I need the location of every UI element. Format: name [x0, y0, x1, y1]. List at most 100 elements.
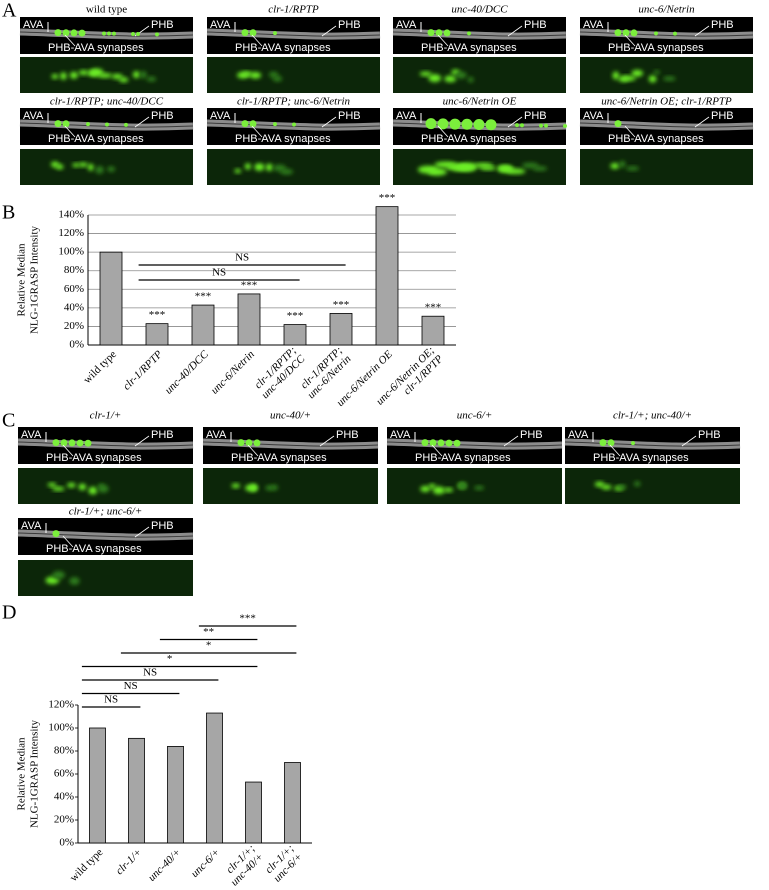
fluorescence-spot: [95, 166, 104, 174]
fluorescence-spot: [648, 75, 657, 83]
bar: [191, 304, 215, 346]
panel-title: unc-6/Netrin OE: [443, 96, 517, 108]
fluorescence-spot: [231, 483, 241, 489]
fluorescence-spot: [612, 71, 620, 80]
synapse-dot: [86, 122, 90, 127]
fluorescence-spot: [459, 162, 478, 171]
fluorescence-spot: [479, 166, 497, 171]
fluorescence-background: [18, 560, 193, 596]
comparison-label: *: [206, 640, 212, 652]
comparison-label: ***: [239, 613, 256, 625]
phb-pointer: [694, 116, 710, 128]
synapse-dot: [631, 441, 635, 446]
x-tick-label: clr-1/RPTP; unc-40/DCC: [248, 344, 307, 403]
fluorescence-spot: [146, 76, 157, 82]
fluorescence-spot: [473, 485, 485, 491]
phb-pointer: [503, 435, 519, 447]
fluorescence-spot: [78, 162, 88, 167]
comparison-label: *: [167, 653, 173, 665]
panel-title: unc-6/Netrin OE; clr-1/RPTP: [601, 96, 732, 108]
fluorescence-spot: [432, 486, 445, 495]
synapses-label: PHB-AVA synapses: [46, 452, 142, 464]
synapses-label: PHB-AVA synapses: [231, 452, 327, 464]
fluorescence-spot: [428, 483, 436, 489]
synapses-label: PHB-AVA synapses: [235, 133, 331, 145]
fluorescence-spot: [244, 163, 251, 170]
x-tick-label: wild type: [81, 348, 119, 386]
fluorescence-spot: [254, 163, 265, 171]
y-tick-label: 40%: [54, 791, 74, 803]
synapse-pointer: [251, 125, 263, 138]
y-tick-label: 0%: [69, 339, 84, 351]
fluorescence-spot: [132, 71, 141, 79]
fluorescence-spot: [51, 73, 59, 79]
synapse-dot: [60, 439, 68, 447]
fluorescence-spot: [66, 482, 76, 488]
phb-pointer: [321, 116, 337, 128]
y-axis-label: NLG-1GRASP Intensity: [29, 225, 41, 334]
axon-center: [579, 122, 754, 128]
y-tick-label: 60%: [54, 768, 74, 780]
phb-label: PHB: [151, 110, 174, 122]
panel-title: unc-6/+: [457, 410, 493, 422]
synapse-dot: [425, 118, 437, 130]
synapse-dot: [62, 29, 70, 37]
synapse-pointer: [247, 444, 259, 457]
fluorescence-spot: [622, 75, 636, 81]
y-tick-label: 100%: [48, 722, 74, 734]
bar: [284, 762, 301, 844]
panel-title: unc-6/Netrin: [638, 4, 695, 16]
fluorescence-spot: [280, 168, 294, 175]
phb-label: PHB: [151, 429, 174, 441]
synapse-pointer: [431, 444, 443, 457]
panel-title: clr-1/RPTP; unc-6/Netrin: [237, 96, 351, 108]
x-tick-label: unc-6/Netrin: [209, 348, 258, 397]
significance-label: ***: [333, 299, 350, 311]
bar: [421, 315, 445, 346]
ava-label: AVA: [23, 19, 44, 31]
axon-center: [392, 31, 567, 37]
bar: [128, 737, 145, 844]
synapses-label: PHB-AVA synapses: [593, 452, 689, 464]
fluorescence-spot: [78, 70, 89, 76]
fluorescence-spot: [265, 163, 273, 172]
synapse-dot: [78, 29, 86, 37]
synapses-label: PHB-AVA synapses: [48, 133, 144, 145]
synapse-dot: [437, 118, 449, 130]
fluorescence-spot: [419, 71, 432, 77]
fluorescence-spot: [88, 486, 98, 495]
fluorescence-spot: [78, 483, 87, 491]
bar: [375, 206, 399, 346]
synapse-dot: [654, 31, 658, 36]
y-tick-label: 120%: [48, 699, 74, 711]
ava-label: AVA: [583, 19, 604, 31]
synapse-pointer: [64, 34, 76, 47]
y-tick-label: 80%: [54, 745, 74, 757]
axon-center: [19, 31, 194, 37]
synapse-dot: [237, 439, 245, 447]
fluorescence-spot: [662, 76, 676, 81]
synapse-dot: [485, 119, 497, 131]
fluorescence-spot: [420, 485, 431, 492]
synapse-dot: [241, 29, 249, 37]
panel-title: unc-40/+: [270, 410, 311, 422]
fluorescence-spot: [242, 71, 253, 76]
panel-letter: A: [2, 0, 17, 22]
comparison-label: NS: [212, 267, 226, 279]
comparison-label: **: [203, 626, 214, 638]
synapse-dot: [622, 29, 630, 37]
synapses-label: PHB-AVA synapses: [608, 42, 704, 54]
bar: [283, 324, 307, 346]
synapse-dot: [68, 439, 76, 447]
synapse-dot: [429, 439, 437, 447]
axon-center: [17, 532, 194, 538]
phb-label: PHB: [524, 110, 547, 122]
fluorescence-spot: [107, 166, 116, 172]
y-tick-label: 80%: [64, 264, 84, 276]
fluorescence-spot: [98, 73, 113, 78]
panel-letter: B: [2, 202, 15, 224]
x-tick-label: wild type: [68, 846, 106, 884]
panel-title: clr-1/+; unc-40/+: [613, 410, 692, 422]
synapse-dot: [427, 29, 435, 37]
phb-label: PHB: [338, 19, 361, 31]
